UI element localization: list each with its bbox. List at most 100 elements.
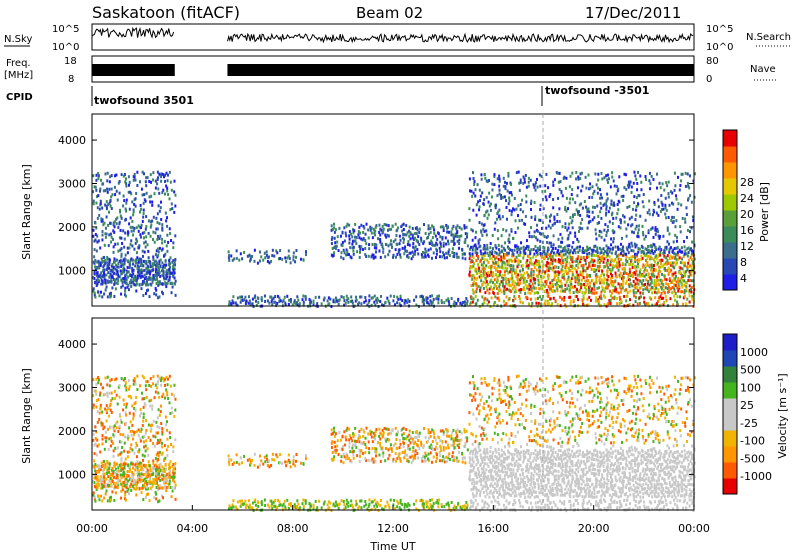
- velocity-cell: [151, 468, 154, 472]
- power-cell: [533, 200, 536, 204]
- power-cell: [94, 185, 97, 189]
- power-cell: [438, 255, 441, 259]
- velocity-cell: [457, 501, 460, 505]
- power-cell: [235, 256, 238, 260]
- velocity-cell: [97, 378, 100, 382]
- power-cell: [102, 223, 105, 227]
- power-cell: [133, 283, 136, 287]
- power-cell: [650, 272, 653, 276]
- velocity-cell: [155, 472, 158, 476]
- velocity-cell: [344, 505, 347, 509]
- power-cell: [625, 234, 628, 238]
- power-cell: [514, 271, 517, 275]
- power-cell: [675, 258, 678, 262]
- power-cell: [649, 287, 652, 291]
- power-cell: [158, 191, 161, 195]
- power-cell: [678, 256, 681, 260]
- power-cell: [613, 203, 616, 207]
- power-cell: [675, 261, 678, 265]
- velocity-cell: [403, 505, 406, 509]
- velocity-cell: [128, 411, 131, 415]
- power-cell: [680, 246, 683, 250]
- power-cell: [534, 183, 537, 187]
- power-cell: [638, 270, 641, 274]
- power-cell: [546, 290, 549, 294]
- velocity-cell: [142, 473, 145, 477]
- power-cell: [605, 261, 608, 265]
- velocity-cell: [130, 443, 133, 447]
- power-cell: [564, 288, 567, 292]
- power-cell: [656, 257, 659, 261]
- power-cell: [619, 242, 622, 246]
- power-cell: [483, 269, 486, 273]
- power-cell: [634, 208, 637, 212]
- power-cell: [683, 252, 686, 256]
- power-cell: [603, 238, 606, 242]
- power-cell: [486, 288, 489, 292]
- velocity-cell: [115, 481, 118, 485]
- velocity-cell: [116, 469, 119, 473]
- power-cell: [543, 255, 546, 259]
- power-cell: [477, 284, 480, 288]
- power-cell: [430, 243, 433, 247]
- velocity-cell: [149, 377, 152, 381]
- power-cell: [549, 253, 552, 257]
- power-cell: [520, 273, 523, 277]
- power-cell: [660, 261, 663, 265]
- power-cell: [672, 220, 675, 224]
- power-cell: [507, 261, 510, 265]
- velocity-cell: [360, 499, 363, 503]
- power-cell: [412, 252, 415, 256]
- power-cell: [140, 226, 143, 230]
- velocity-cell: [279, 503, 282, 507]
- velocity-cell: [95, 392, 98, 396]
- power-cell: [512, 279, 515, 283]
- power-cell: [436, 237, 439, 241]
- power-cell: [482, 264, 485, 268]
- velocity-cell: [160, 376, 163, 380]
- power-cell: [343, 226, 346, 230]
- velocity-cell: [104, 407, 107, 411]
- power-cell: [500, 234, 503, 238]
- power-cell: [551, 255, 554, 259]
- power-cell: [475, 290, 478, 294]
- power-cell: [673, 287, 676, 291]
- velocity-cell: [100, 475, 103, 479]
- power-cell: [137, 224, 140, 228]
- power-cell: [227, 250, 230, 254]
- velocity-cell: [401, 503, 404, 507]
- power-cell: [258, 259, 261, 263]
- velocity-cell: [144, 431, 147, 435]
- velocity-cell: [111, 490, 114, 494]
- colorbar-frame: [722, 129, 738, 291]
- power-cell: [167, 278, 170, 282]
- velocity-cell: [238, 462, 241, 466]
- power-cell: [276, 301, 279, 305]
- power-cell: [673, 282, 676, 286]
- power-cell: [476, 251, 479, 255]
- power-cell: [125, 198, 128, 202]
- power-cell: [545, 198, 548, 202]
- power-cell: [457, 299, 460, 303]
- power-cell: [147, 231, 150, 235]
- power-cell: [168, 258, 171, 262]
- cpid-first: twofsound 3501: [94, 94, 194, 107]
- power-cell: [654, 246, 657, 250]
- power-cell: [641, 256, 644, 260]
- velocity-cell: [100, 482, 103, 486]
- power-cell: [668, 248, 671, 252]
- velocity-cell: [140, 466, 143, 470]
- power-cell: [547, 224, 550, 228]
- power-cell: [602, 252, 605, 256]
- velocity-cell: [141, 479, 144, 483]
- velocity-cell: [167, 482, 170, 486]
- power-cell: [155, 288, 158, 292]
- power-cell: [488, 273, 491, 277]
- power-cell: [160, 269, 163, 273]
- power-cell: [517, 273, 520, 277]
- power-cell: [100, 271, 103, 275]
- power-cell: [526, 264, 529, 268]
- power-cell: [686, 228, 689, 232]
- power-cell: [144, 199, 147, 203]
- power-cell: [659, 295, 662, 299]
